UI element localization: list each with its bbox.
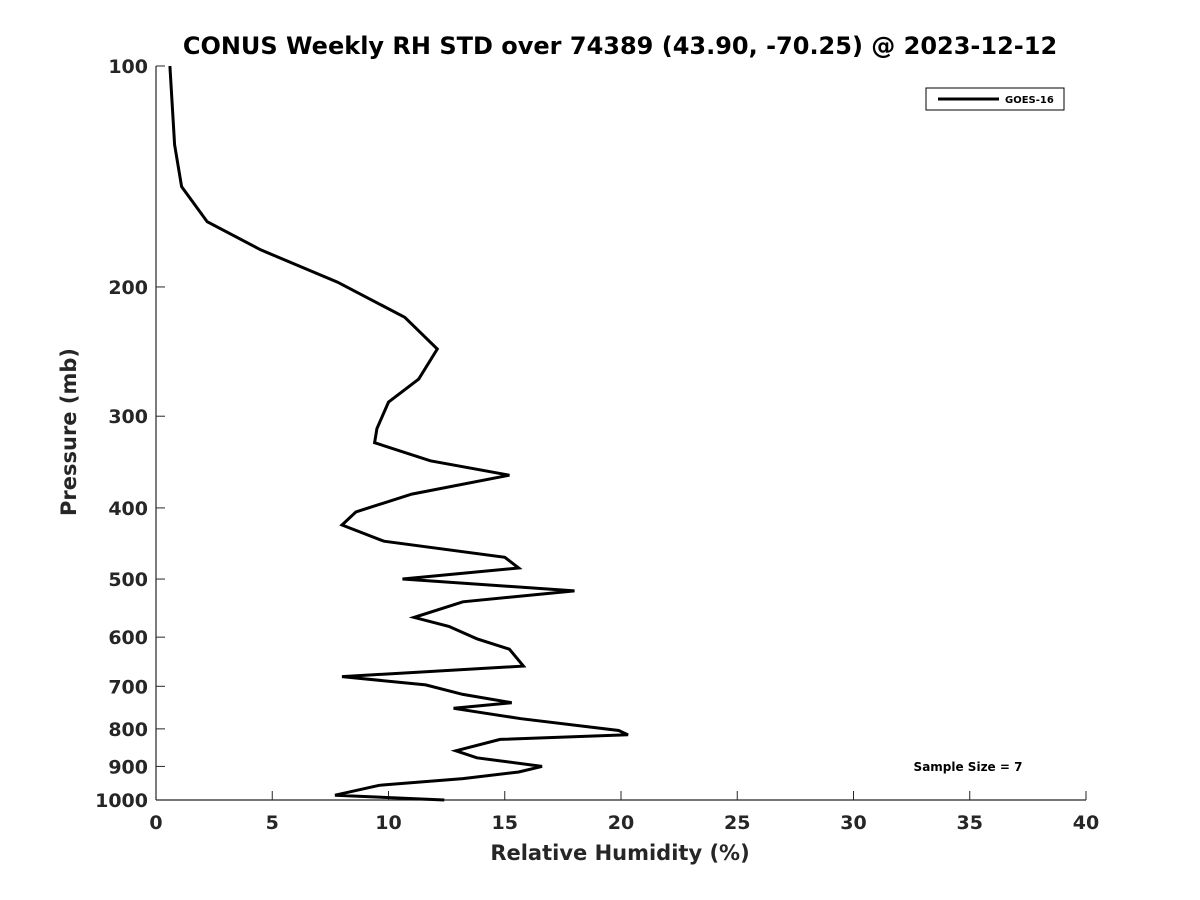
- y-tick-label-100: 100: [108, 56, 148, 78]
- x-tick-label-20: 20: [608, 812, 634, 834]
- x-tick-label-15: 15: [492, 812, 518, 834]
- y-tick-label-400: 400: [108, 498, 148, 520]
- y-tick-label-300: 300: [108, 406, 148, 428]
- x-axis-label: Relative Humidity (%): [490, 841, 749, 865]
- legend: GOES-16: [925, 87, 1065, 111]
- y-tick-label-800: 800: [108, 719, 148, 741]
- y-tick-label-1000: 1000: [95, 790, 148, 812]
- x-tick-label-35: 35: [957, 812, 983, 834]
- chart-title: CONUS Weekly RH STD over 74389 (43.90, -…: [183, 32, 1057, 60]
- x-ticks: 0 5 10 15 20 25 30 35 40: [149, 791, 1099, 834]
- series-layer: [168, 65, 629, 802]
- y-tick-label-200: 200: [108, 277, 148, 299]
- y-tick-label-500: 500: [108, 569, 148, 591]
- x-tick-label-0: 0: [149, 812, 162, 834]
- sample-size-annotation: Sample Size = 7: [914, 760, 1023, 774]
- x-tick-label-40: 40: [1073, 812, 1099, 834]
- y-tick-label-600: 600: [108, 627, 148, 649]
- y-tick-label-900: 900: [108, 756, 148, 778]
- x-tick-label-5: 5: [266, 812, 279, 834]
- x-tick-label-10: 10: [375, 812, 401, 834]
- legend-entry-goes16: GOES-16: [1005, 95, 1054, 106]
- y-ticks: 100 200 300 400 500 600 700 800 900 1000: [95, 56, 165, 812]
- series-line-goes-16: [168, 65, 629, 802]
- x-tick-label-25: 25: [724, 812, 750, 834]
- x-tick-label-30: 30: [840, 812, 866, 834]
- y-tick-label-700: 700: [108, 676, 148, 698]
- y-axis-label: Pressure (mb): [57, 348, 81, 516]
